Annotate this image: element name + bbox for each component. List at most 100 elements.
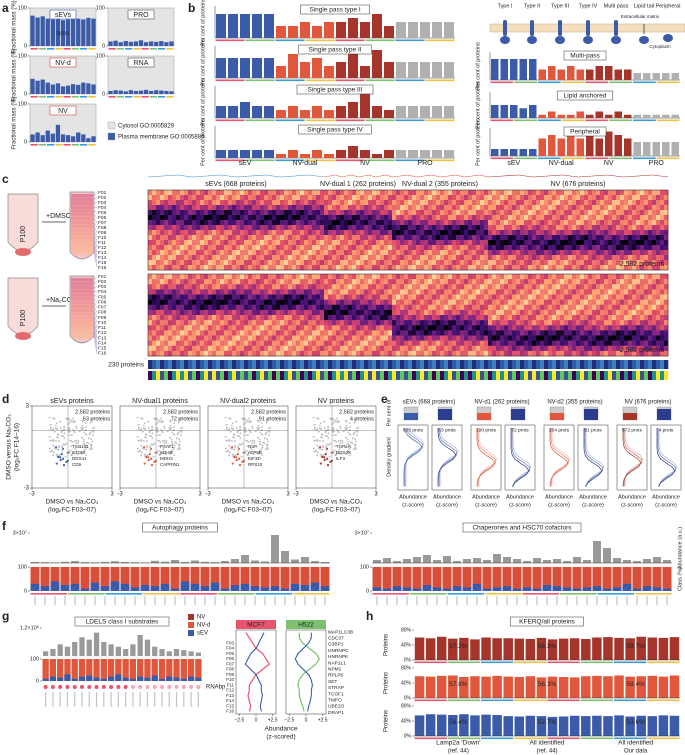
annotation-bar xyxy=(660,360,665,369)
heatmap-cell xyxy=(340,200,345,206)
heatmap-cell xyxy=(436,335,441,341)
heatmap-cell xyxy=(296,309,301,316)
heatmap-cell xyxy=(496,325,501,331)
heatmap-cell xyxy=(248,289,253,295)
category-strip xyxy=(116,96,124,98)
heatmap-cell xyxy=(588,335,593,341)
heatmap-cell xyxy=(496,340,501,347)
heatmap-cell xyxy=(620,235,625,241)
heatmap-cell xyxy=(424,330,429,336)
heatmap-cell xyxy=(200,274,205,280)
heatmap-cell xyxy=(608,225,613,231)
heatmap-cell xyxy=(472,205,477,211)
heatmap-cell xyxy=(152,235,157,241)
heatmap-cell xyxy=(456,299,461,306)
bar xyxy=(86,83,91,94)
heatmap-cell xyxy=(272,289,277,295)
heatmap-cell xyxy=(604,325,609,331)
heatmap-cell xyxy=(548,235,553,241)
heatmap-cell xyxy=(420,279,425,285)
fraction-arrow xyxy=(93,332,98,349)
heatmap-cell xyxy=(392,320,397,326)
heatmap-cell xyxy=(648,265,653,271)
heatmap-cell xyxy=(640,284,645,290)
heatmap-cell xyxy=(360,200,365,206)
heatmap-cell xyxy=(300,299,305,306)
heatmap-cell xyxy=(592,205,597,211)
heatmap-cell xyxy=(276,340,281,347)
heatmap-cell xyxy=(396,220,401,226)
heatmap-cell xyxy=(576,245,581,251)
heatmap-cell xyxy=(624,299,629,306)
heatmap-cell xyxy=(540,260,545,266)
heatmap-cell xyxy=(224,284,229,290)
heatmap-cell xyxy=(324,345,329,352)
heatmap-cell xyxy=(240,284,245,290)
axis-label: Fractional mass (%) xyxy=(12,0,18,53)
heatmap-cell xyxy=(376,304,381,311)
heatmap-cell xyxy=(512,235,517,241)
category-strip xyxy=(395,79,425,82)
heatmap-cell xyxy=(220,200,225,206)
heatmap-cell xyxy=(644,230,649,236)
heatmap-cell xyxy=(404,260,409,266)
heatmap-cell xyxy=(368,335,373,341)
heatmap-cell xyxy=(396,330,401,336)
heatmap-cell xyxy=(288,255,293,261)
heatmap-cell xyxy=(328,260,333,266)
heatmap-cell xyxy=(460,215,465,221)
heatmap-cell xyxy=(464,309,469,316)
heatmap-cell xyxy=(632,215,637,221)
gradient-band xyxy=(71,247,93,251)
heatmap-cell xyxy=(628,200,633,206)
heatmap-cell xyxy=(300,190,305,196)
heatmap-cell xyxy=(160,320,165,326)
heatmap-cell xyxy=(564,335,569,341)
heatmap-cell xyxy=(320,350,325,357)
heatmap-cell xyxy=(516,190,521,196)
heatmap-cell xyxy=(504,335,509,341)
heatmap-cell xyxy=(388,200,393,206)
heatmap-cell xyxy=(464,345,469,352)
heatmap-cell xyxy=(316,265,321,271)
heatmap-cell xyxy=(448,220,453,226)
heatmap-cell xyxy=(472,335,477,341)
heatmap-cell xyxy=(628,345,633,352)
heatmap-cell xyxy=(432,235,437,241)
heatmap-cell xyxy=(456,220,461,226)
heatmap-cell xyxy=(492,315,497,321)
dendrogram xyxy=(380,174,387,177)
bar xyxy=(81,82,86,94)
heatmap-cell xyxy=(356,215,361,221)
heatmap-cell xyxy=(452,284,457,290)
category-strip xyxy=(71,144,79,146)
annotation-bar xyxy=(320,360,325,369)
heatmap-cell xyxy=(496,320,501,326)
heatmap-cell xyxy=(360,265,365,271)
heatmap-cell xyxy=(544,265,549,271)
heatmap-cell xyxy=(268,225,273,231)
heatmap-cell xyxy=(416,250,421,256)
heatmap-cell xyxy=(632,284,637,290)
heatmap-cell xyxy=(596,255,601,261)
cluster-label: NV-dual 1 (262 proteins) xyxy=(320,181,396,188)
heatmap-cell xyxy=(496,215,501,221)
heatmap-cell xyxy=(448,325,453,331)
chart-title: Peripheral xyxy=(570,129,600,136)
heatmap-cell xyxy=(516,289,521,295)
heatmap-cell xyxy=(388,289,393,295)
heatmap-cell xyxy=(180,245,185,251)
heatmap-cell xyxy=(648,284,653,290)
heatmap-cell xyxy=(500,260,505,266)
heatmap-cell xyxy=(476,225,481,231)
heatmap-cell xyxy=(484,350,489,357)
heatmap-cell xyxy=(480,195,485,201)
annotation-bar xyxy=(568,371,573,380)
heatmap-cell xyxy=(264,284,269,290)
heatmap-cell xyxy=(456,205,461,211)
heatmap-cell xyxy=(156,260,161,266)
heatmap-cell xyxy=(600,274,605,280)
heatmap-cell xyxy=(188,315,193,321)
fraction-label: F08 xyxy=(98,225,107,231)
heatmap-cell xyxy=(548,284,553,290)
